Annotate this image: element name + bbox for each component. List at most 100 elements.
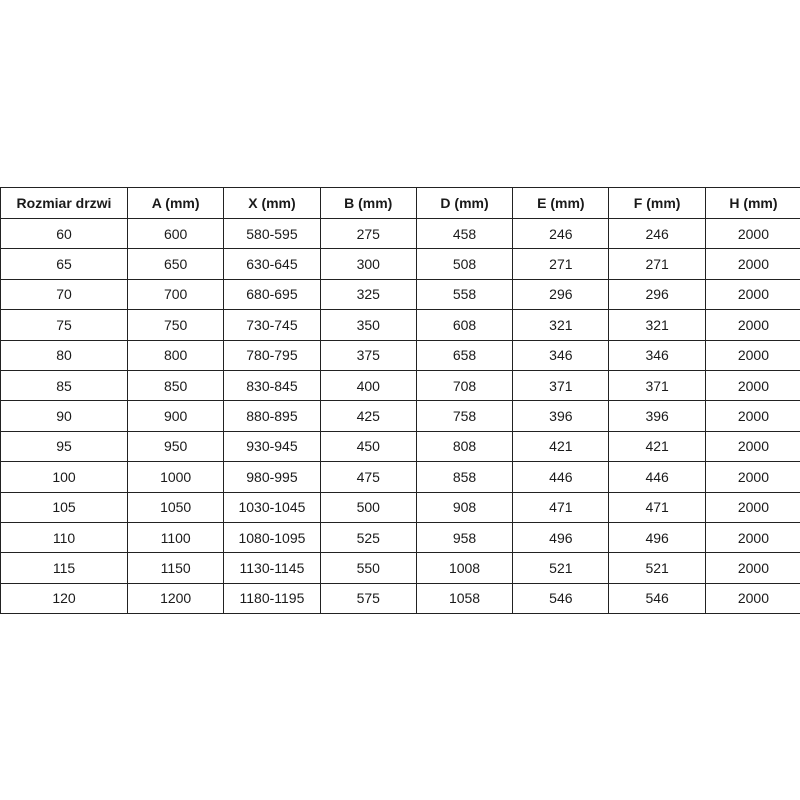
table-cell: 880-895: [223, 400, 321, 432]
table-cell: 758: [415, 400, 514, 432]
table-cell: 658: [415, 339, 514, 371]
table-cell: 1100: [126, 521, 225, 554]
table-cell: 1130-1145: [223, 552, 321, 584]
table-cell: 2000: [704, 491, 800, 523]
table-cell: 458: [415, 217, 514, 250]
table-row: 85 850 830-845 400 708 371 371 2000: [0, 369, 800, 402]
table-cell: 246: [512, 217, 610, 250]
column-header: Rozmiar drzwi: [0, 187, 128, 219]
table-cell: 600: [126, 217, 225, 250]
column-header: F (mm): [608, 187, 706, 219]
table-cell: 2000: [704, 309, 800, 341]
table-cell: 425: [319, 400, 417, 432]
table-cell: 75: [0, 309, 128, 341]
table-cell: 808: [415, 430, 514, 463]
table-cell: 100: [0, 461, 128, 493]
table-cell: 400: [319, 369, 417, 402]
table-cell: 275: [319, 217, 417, 250]
table-cell: 730-745: [223, 309, 321, 341]
table-cell: 2000: [704, 552, 800, 584]
table-cell: 446: [512, 461, 610, 493]
column-header: E (mm): [512, 187, 610, 219]
table-cell: 346: [512, 339, 610, 371]
table-cell: 525: [319, 521, 417, 554]
table-cell: 2000: [704, 217, 800, 250]
table-cell: 271: [608, 248, 706, 280]
table-cell: 496: [608, 521, 706, 554]
table-cell: 450: [319, 430, 417, 463]
table-cell: 1050: [126, 491, 225, 523]
table-cell: 550: [319, 552, 417, 584]
table-cell: 296: [512, 278, 610, 311]
table-cell: 2000: [704, 400, 800, 432]
table-cell: 558: [415, 278, 514, 311]
table-row: 70 700 680-695 325 558 296 296 2000: [0, 278, 800, 311]
table-cell: 830-845: [223, 369, 321, 402]
table-row: 65 650 630-645 300 508 271 271 2000: [0, 248, 800, 280]
table-cell: 2000: [704, 521, 800, 554]
table-cell: 421: [608, 430, 706, 463]
table-cell: 321: [512, 309, 610, 341]
table-cell: 521: [512, 552, 610, 584]
column-header: A (mm): [126, 187, 225, 219]
table-cell: 700: [126, 278, 225, 311]
header-row: Rozmiar drzwi A (mm) X (mm) B (mm) D (mm) E (…: [0, 187, 800, 219]
table-cell: 446: [608, 461, 706, 493]
table-cell: 375: [319, 339, 417, 371]
table-cell: 475: [319, 461, 417, 493]
table-cell: 908: [415, 491, 514, 523]
column-header: B (mm): [319, 187, 417, 219]
table-cell: 958: [415, 521, 514, 554]
table-cell: 858: [415, 461, 514, 493]
table-cell: 1180-1195: [223, 582, 321, 615]
table-cell: 371: [512, 369, 610, 402]
table-cell: 421: [512, 430, 610, 463]
table-cell: 396: [608, 400, 706, 432]
table-cell: 321: [608, 309, 706, 341]
table-cell: 246: [608, 217, 706, 250]
table-cell: 296: [608, 278, 706, 311]
table-cell: 95: [0, 430, 128, 463]
table-cell: 850: [126, 369, 225, 402]
table-cell: 2000: [704, 369, 800, 402]
table-cell: 2000: [704, 461, 800, 493]
table-cell: 496: [512, 521, 610, 554]
column-header: X (mm): [223, 187, 321, 219]
table-cell: 546: [608, 582, 706, 615]
table-cell: 1030-1045: [223, 491, 321, 523]
table-cell: 708: [415, 369, 514, 402]
table-cell: 750: [126, 309, 225, 341]
table-cell: 500: [319, 491, 417, 523]
table-cell: 2000: [704, 339, 800, 371]
table-cell: 580-595: [223, 217, 321, 250]
table-cell: 2000: [704, 278, 800, 311]
table-cell: 1080-1095: [223, 521, 321, 554]
table-row: 80 800 780-795 375 658 346 346 2000: [0, 339, 800, 371]
table-cell: 546: [512, 582, 610, 615]
table-cell: 2000: [704, 248, 800, 280]
table-cell: 1150: [126, 552, 225, 584]
table-cell: 350: [319, 309, 417, 341]
table-cell: 2000: [704, 430, 800, 463]
table-cell: 780-795: [223, 339, 321, 371]
table-cell: 630-645: [223, 248, 321, 280]
table-cell: 1200: [126, 582, 225, 615]
table-row: 75 750 730-745 350 608 321 321 2000: [0, 309, 800, 341]
table-row: 105 1050 1030-1045 500 908 471 471 2000: [0, 491, 800, 523]
table-cell: 371: [608, 369, 706, 402]
column-header: H (mm): [704, 187, 800, 219]
table-cell: 950: [126, 430, 225, 463]
table-cell: 508: [415, 248, 514, 280]
table-cell: 300: [319, 248, 417, 280]
table-cell: 80: [0, 339, 128, 371]
table-row: 110 1100 1080-1095 525 958 496 496 2000: [0, 521, 800, 554]
table-row: 90 900 880-895 425 758 396 396 2000: [0, 400, 800, 432]
column-header: D (mm): [415, 187, 514, 219]
table-cell: 608: [415, 309, 514, 341]
table-row: 95 950 930-945 450 808 421 421 2000: [0, 430, 800, 463]
table-cell: 115: [0, 552, 128, 584]
table-cell: 471: [608, 491, 706, 523]
table-cell: 110: [0, 521, 128, 554]
table-cell: 85: [0, 369, 128, 402]
table-cell: 900: [126, 400, 225, 432]
